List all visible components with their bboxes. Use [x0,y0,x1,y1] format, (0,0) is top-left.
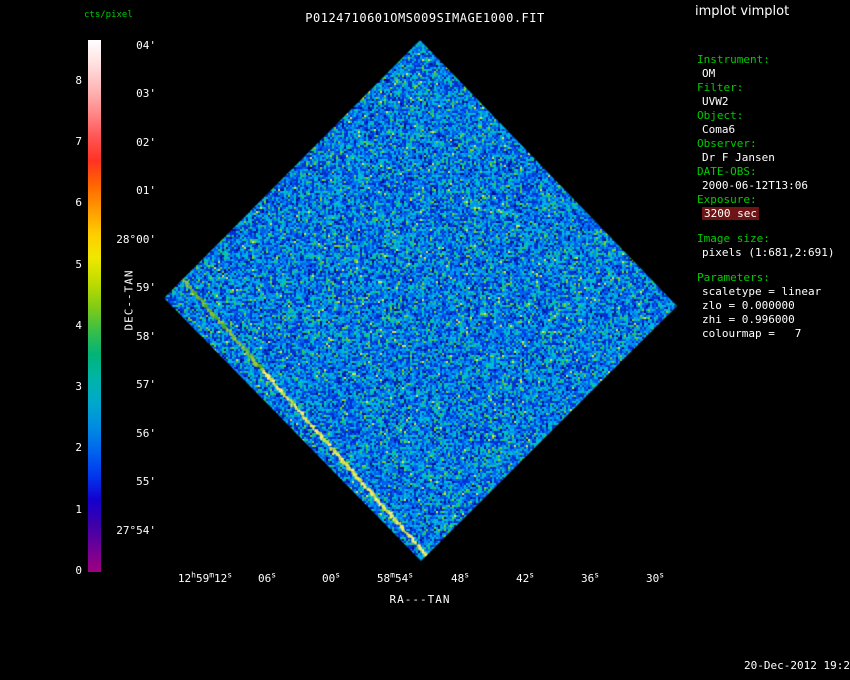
field-label: Parameters: [697,271,770,284]
colorbar-tick-label: 4 [75,319,82,332]
field-observer: Observer: Dr F Jansen [697,137,849,165]
field-instrument: Instrument: OM [697,53,849,81]
parameter-line: zhi = 0.996000 [702,313,795,326]
dec-tick-label: 27°54' [116,524,156,537]
x-axis-title: RA---TAN [389,593,451,606]
ra-tick-label: 00s [321,570,341,585]
field-value: Coma6 [702,123,736,136]
field-label: DATE-OBS: [697,165,757,178]
colorbar-tick-label: 2 [75,441,82,454]
dec-tick-label: 02' [136,136,156,149]
dec-tick-label: 57' [136,378,156,391]
ra-tick-label: 48s [450,570,470,585]
colorbar [88,40,101,572]
field-label: Instrument: [697,53,770,66]
field-date-obs: DATE-OBS: 2000-06-12T13:06 [697,165,849,193]
field-value: Dr F Jansen [702,151,775,164]
dec-tick-label: 04' [136,39,156,52]
ra-tick-label: 12h59m12s [177,570,233,585]
field-value: pixels (1:681,2:691) [702,246,835,259]
dec-tick-label: 58' [136,330,156,343]
colorbar-tick-label: 7 [75,135,82,148]
field-value: UVW2 [702,95,729,108]
colorbar-tick-label: 8 [75,74,82,87]
dec-tick-label: 59' [136,281,156,294]
dec-tick-label: 03' [136,87,156,100]
dec-tick-label: 55' [136,475,156,488]
ra-tick-label: 42s [515,570,535,585]
colorbar-tick-label: 5 [75,258,82,271]
timestamp: 20-Dec-2012 19:22 [744,659,850,672]
dec-tick-label: 56' [136,427,156,440]
field-value: OM [702,67,716,80]
field-filter: Filter: UVW2 [697,81,849,109]
ra-tick-label: 06s [257,570,277,585]
parameter-line: scaletype = linear [702,285,822,298]
dec-tick-label: 28°00' [116,233,156,246]
ra-tick-label: 58m54s [376,570,414,585]
field-image-size: Image size: pixels (1:681,2:691) [697,232,849,260]
exposure-highlighted-value: 3200 sec [702,207,759,220]
field-label: Filter: [697,81,744,94]
parameter-line: zlo = 0.000000 [702,299,795,312]
field-parameters: Parameters: scaletype = linear zlo = 0.0… [697,271,849,341]
plot-title: P0124710601OMS009SIMAGE1000.FIT [305,11,545,25]
sky-image-canvas [160,35,682,565]
colorbar-tick-label: 6 [75,196,82,209]
app-label: implot vimplot [695,4,790,19]
dec-tick-label: 01' [136,184,156,197]
colorbar-units-label: cts/pixel [84,10,133,20]
field-label: Observer: [697,137,757,150]
ra-tick-label: 30s [645,570,665,585]
colorbar-tick-label: 3 [75,380,82,393]
field-label: Exposure: [697,193,757,206]
y-axis-title: DEC--TAN [122,269,136,331]
colorbar-tick-label: 0 [75,564,82,577]
colorbar-tick-label: 1 [75,503,82,516]
field-value: 2000-06-12T13:06 [702,179,808,192]
ra-tick-label: 36s [580,570,600,585]
field-label: Object: [697,109,744,122]
parameter-line: colourmap = 7 [702,327,802,340]
field-label: Image size: [697,232,770,245]
field-object: Object: Coma6 [697,109,849,137]
field-exposure: Exposure: 3200 sec [697,193,849,221]
metadata-sidebar: Instrument: OM Filter: UVW2 Object: Coma… [697,53,849,341]
